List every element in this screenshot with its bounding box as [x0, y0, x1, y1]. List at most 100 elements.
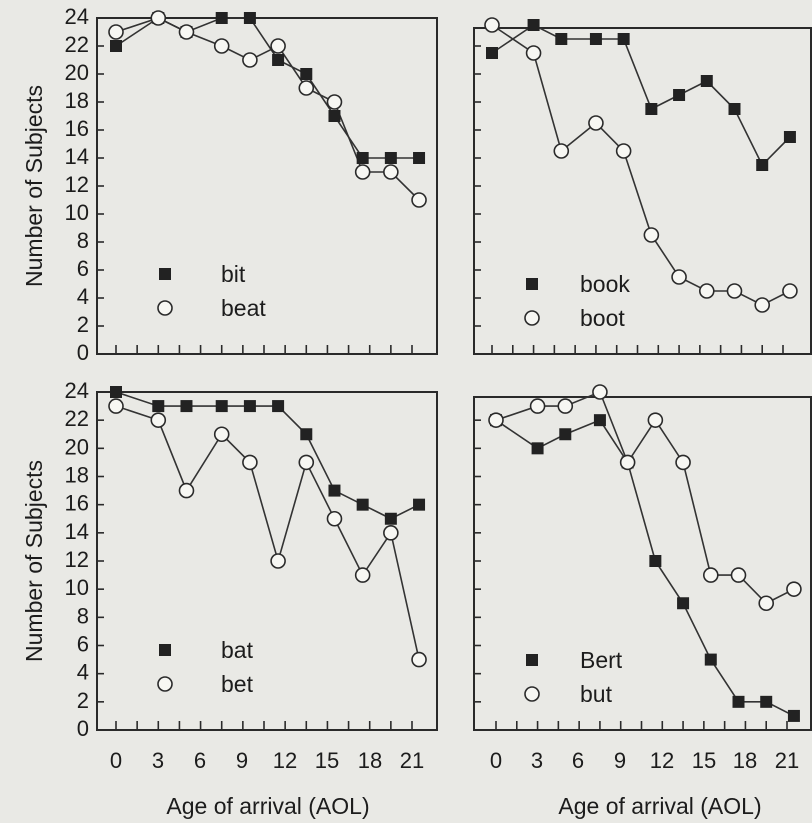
data-point-but: [730, 567, 747, 583]
y-tick-label: 10: [65, 200, 89, 225]
data-point-boot: [525, 45, 542, 61]
y-tick-label: 14: [65, 519, 89, 544]
y-tick-label: 12: [65, 172, 89, 197]
data-point-bat: [180, 400, 193, 413]
data-point-Bert: [677, 597, 690, 610]
y-axis-title: Number of Subjects: [21, 85, 47, 287]
panel-bottom-right: 0 3 6 9 12 15 18 21 Age of arrival (AOL) Bert but: [473, 384, 812, 819]
x-tick-label: 6: [194, 748, 206, 773]
data-point-beat: [150, 10, 167, 26]
data-point-but: [758, 595, 775, 612]
legend-label-beat: beat: [221, 295, 266, 321]
data-point-but: [786, 581, 802, 597]
data-point-book: [756, 159, 769, 171]
data-point-bet: [213, 426, 230, 443]
data-point-bit: [272, 54, 285, 66]
y-tick-label: 2: [77, 688, 89, 713]
data-point-book: [645, 103, 658, 115]
data-point-boot: [553, 143, 570, 159]
y-tick-label: 16: [65, 491, 89, 516]
data-point-bit: [413, 152, 426, 164]
x-tick-label: 15: [692, 748, 716, 773]
y-axis-title: Number of Subjects: [21, 460, 47, 662]
legend-label-bit: bit: [221, 261, 246, 287]
y-tick-label: 24: [65, 4, 89, 29]
data-point-but: [592, 384, 608, 400]
legend-label-but: but: [580, 681, 613, 707]
y-tick-label: 16: [65, 116, 89, 141]
panel-top-right: book boot: [473, 17, 812, 355]
data-point-Bert: [531, 442, 544, 455]
series-line-but: [495, 390, 795, 605]
data-point-bet: [242, 454, 258, 471]
data-point-boot: [698, 283, 715, 299]
legend-marker-beat: [157, 300, 173, 316]
data-point-beat: [326, 94, 343, 110]
data-point-beat: [270, 38, 286, 54]
legend-label-boot: boot: [580, 305, 625, 331]
plot-frame: [473, 27, 812, 355]
x-axis-title: Age of arrival (AOL): [166, 793, 369, 819]
data-point-book: [700, 75, 713, 87]
y-tick-label: 8: [77, 228, 89, 253]
legend-label-Bert: Bert: [580, 647, 623, 673]
data-point-but: [619, 454, 636, 471]
data-point-bat: [300, 428, 313, 441]
y-tick-label: 18: [65, 463, 89, 488]
plot-frame: [473, 396, 812, 731]
data-point-book: [783, 131, 796, 143]
x-tick-label: 0: [110, 748, 122, 773]
data-point-bit: [328, 110, 341, 122]
data-point-bet: [270, 553, 286, 569]
data-point-but: [675, 454, 691, 471]
data-point-bat: [272, 400, 285, 413]
y-tick-label: 0: [77, 340, 89, 365]
data-point-Bert: [649, 555, 662, 567]
x-tick-label: 12: [273, 748, 297, 773]
x-tick-label: 15: [315, 748, 339, 773]
data-point-Bert: [787, 709, 800, 722]
data-point-beat: [354, 164, 371, 180]
data-point-Bert: [732, 695, 745, 708]
data-point-boot: [484, 17, 500, 33]
y-tick-label: 18: [65, 88, 89, 113]
legend-marker-boot: [524, 310, 540, 326]
data-point-boot: [726, 283, 743, 299]
data-point-boot: [782, 283, 798, 299]
data-point-Bert: [559, 428, 572, 441]
x-tick-label: 18: [358, 748, 382, 773]
series-line-boot: [491, 24, 791, 306]
data-point-bit: [384, 152, 397, 164]
data-point-but: [557, 398, 574, 414]
data-point-bet: [108, 398, 124, 414]
legend-marker-but: [524, 686, 540, 702]
data-point-book: [673, 89, 686, 101]
plot-frame: [96, 17, 438, 355]
data-point-boot: [615, 143, 632, 159]
data-point-beat: [108, 24, 124, 40]
x-tick-label: 9: [236, 748, 248, 773]
data-point-bat: [328, 484, 341, 497]
y-tick-label: 4: [77, 284, 89, 309]
data-point-book: [589, 33, 602, 45]
legend-marker-book: [526, 278, 538, 290]
data-point-bat: [215, 400, 228, 413]
x-tick-label: 0: [490, 748, 502, 773]
series-line-Bert: [495, 419, 795, 717]
legend-label-bat: bat: [221, 637, 254, 663]
legend-marker-bet: [157, 676, 173, 692]
data-point-beat: [242, 52, 258, 68]
y-tick-label: 0: [77, 716, 89, 741]
data-point-bit: [215, 12, 228, 24]
data-point-bat: [243, 400, 256, 413]
data-point-Bert: [593, 414, 606, 427]
data-point-bit: [110, 40, 122, 52]
data-point-bat: [356, 498, 369, 511]
data-point-boot: [671, 269, 687, 285]
data-point-boot: [643, 227, 660, 243]
data-point-beat: [383, 164, 399, 180]
series-line-bet: [115, 405, 420, 660]
data-point-beat: [298, 80, 315, 96]
y-tick-label: 8: [77, 603, 89, 628]
